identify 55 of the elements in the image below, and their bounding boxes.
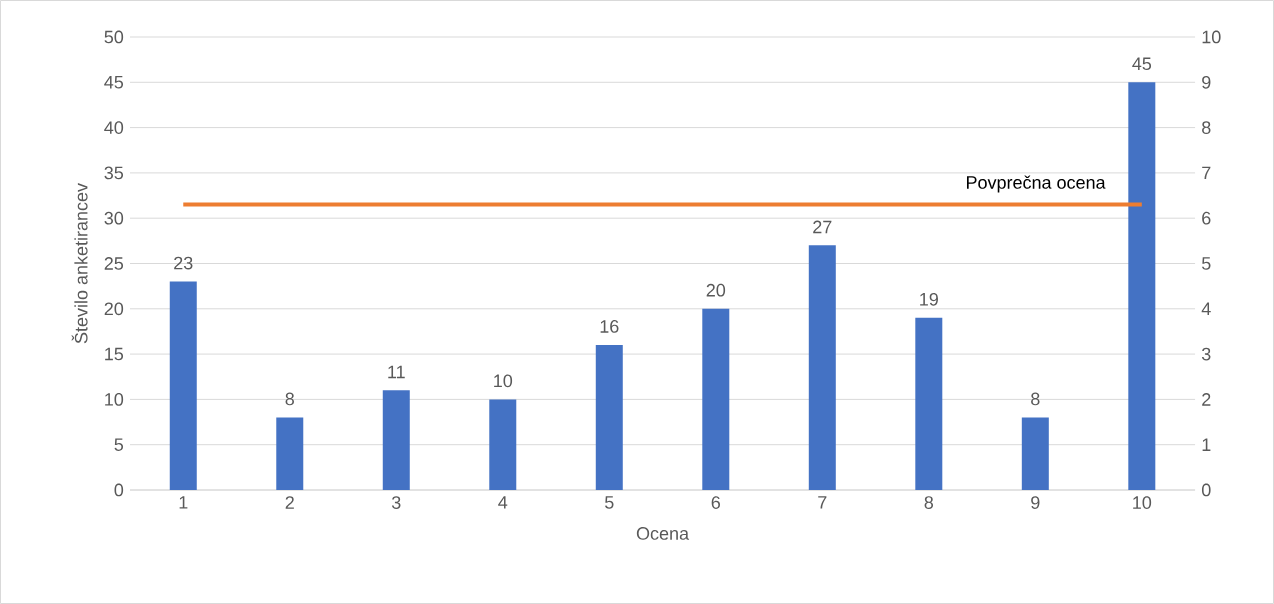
y-tick-label: 30: [104, 211, 124, 225]
bar: [489, 399, 517, 490]
y2-tick-label: 9: [1202, 75, 1211, 89]
y-tick-label: 50: [104, 30, 124, 44]
x-axis-title: Ocena: [636, 527, 690, 540]
y-tick-label: 5: [114, 438, 124, 451]
y2-tick-label: 10: [1202, 30, 1221, 44]
y2-tick-label: 0: [1201, 483, 1211, 497]
data-label: 27: [813, 220, 832, 234]
y-axis-title: Število anketirancev: [71, 183, 88, 344]
x-tick-label: 1: [179, 496, 188, 509]
series-label: Povprečna ocena: [966, 175, 1106, 193]
y2-tick-label: 1: [1202, 438, 1211, 451]
bar: [1128, 82, 1156, 490]
y-tick-label: 35: [104, 166, 124, 180]
data-label: 23: [174, 256, 193, 270]
bar: [169, 281, 197, 490]
data-label: 8: [1031, 392, 1040, 406]
y-tick-label: 20: [104, 302, 124, 316]
bar: [595, 345, 623, 490]
y-tick-label: 25: [104, 257, 124, 270]
y2-tick-label: 4: [1201, 302, 1211, 315]
y2-tick-label: 3: [1201, 347, 1211, 361]
x-tick-label: 10: [1133, 496, 1152, 509]
x-tick-label: 5: [605, 496, 614, 509]
bar: [915, 317, 943, 490]
y2-tick-label: 6: [1202, 211, 1211, 225]
bar: [1021, 417, 1049, 490]
data-label: 11: [388, 365, 405, 379]
x-tick-label: 3: [391, 496, 401, 509]
y-tick-label: 10: [105, 393, 124, 406]
x-tick-label: 7: [818, 496, 827, 509]
y2-tick-label: 7: [1202, 166, 1211, 180]
x-tick-label: 4: [498, 496, 508, 509]
y-tick-label: 45: [104, 76, 124, 89]
bar: [808, 245, 836, 490]
bar: [276, 417, 304, 490]
data-label: 16: [600, 320, 619, 333]
x-tick-label: 6: [711, 496, 721, 509]
data-label: 20: [706, 283, 726, 297]
bar: [702, 308, 730, 490]
x-tick-label: 8: [924, 496, 934, 509]
x-tick-label: 2: [285, 496, 294, 509]
y-tick-label: 15: [105, 347, 124, 361]
data-label: 19: [920, 292, 938, 306]
y2-tick-label: 8: [1202, 121, 1211, 134]
data-label: 8: [285, 392, 294, 406]
data-label: 45: [1132, 57, 1152, 71]
y-tick-label: 40: [104, 121, 124, 134]
x-tick-label: 9: [1031, 496, 1040, 509]
bar: [382, 390, 410, 490]
data-label: 10: [494, 374, 513, 388]
y2-tick-label: 5: [1201, 257, 1211, 270]
y-tick-label: 0: [114, 483, 124, 497]
y2-tick-label: 2: [1202, 393, 1211, 406]
